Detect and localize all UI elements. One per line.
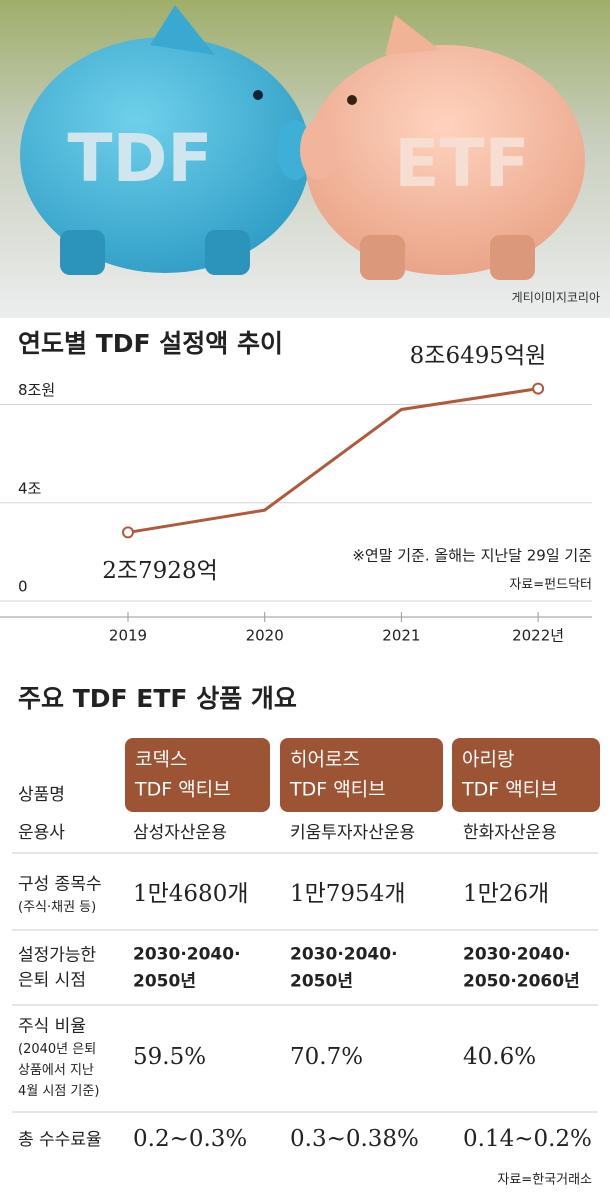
column-header-text: 코덱스 — [135, 749, 187, 771]
y-tick-label: 0 — [18, 578, 28, 596]
cell: 1만7954개 — [290, 881, 406, 907]
pig-label: ETF — [394, 125, 529, 202]
row-label: 운용사 — [18, 823, 65, 843]
row-label: (2040년 은퇴 — [18, 1042, 96, 1057]
column-header — [280, 738, 443, 812]
column-header-text: TDF 액티브 — [461, 779, 558, 801]
row-label: 구성 종목수 — [18, 875, 102, 895]
cell: 2030·2040· — [133, 945, 241, 965]
line — [127, 387, 539, 534]
photo: TDF ETF 게티이미지코리아 — [0, 0, 610, 318]
table-title: 주요 TDF ETF 상품 개요 — [18, 684, 297, 713]
row-label: 은퇴 시점 — [18, 971, 86, 991]
column-header-text: 히어로즈 — [290, 749, 360, 771]
row-label: 상품에서 지난 — [18, 1063, 94, 1078]
pig-label: TDF — [68, 120, 213, 197]
source: 자료=한국거래소 — [497, 1173, 592, 1188]
annotation: 자료=펀드닥터 — [509, 578, 592, 593]
column-header-text: TDF 액티브 — [134, 779, 231, 801]
cell: 70.7% — [290, 1044, 363, 1070]
point — [122, 526, 134, 539]
x-tick-label: 2019 — [109, 627, 147, 645]
x-tick-label: 2022년 — [512, 627, 564, 645]
annotation: ※연말 기준. 올해는 지난달 29일 기준 — [352, 547, 592, 565]
row-label: 주식 비율 — [18, 1017, 86, 1037]
value-label: 8조6495억원 — [410, 343, 547, 369]
row-label: 설정가능한 — [18, 946, 97, 966]
column-header — [452, 738, 600, 812]
cell: 2050년 — [133, 972, 196, 992]
cell: 0.2~0.3% — [133, 1126, 247, 1152]
cell: 2050년 — [290, 972, 353, 992]
x-tick-label: 2020 — [246, 627, 284, 645]
cell: 2050·2060년 — [463, 972, 580, 992]
y-tick-label: 8조원 — [18, 381, 55, 399]
y-tick-label: 4조 — [18, 479, 42, 497]
cell: 삼성자산운용 — [133, 823, 227, 843]
value-label: 2조7928억 — [102, 558, 218, 584]
column-header-text: TDF 액티브 — [289, 779, 386, 801]
chart-title: 연도별 TDF 설정액 추이 — [18, 329, 283, 358]
column-header — [125, 738, 270, 812]
row-label: 4월 시점 기준) — [18, 1084, 99, 1099]
photo-credit: 게티이미지코리아 — [512, 291, 600, 305]
cell: 1만26개 — [463, 881, 549, 907]
pink-pig — [300, 15, 585, 280]
cell: 2030·2040· — [290, 945, 398, 965]
row-label: (주식·채권 등) — [18, 900, 96, 915]
x-tick-label: 2021 — [382, 627, 420, 645]
chart: 0 4조 8조원 2019 2020 2021 2022년 2조7928억 8조6495억원 ※연… — [0, 343, 592, 645]
cell: 40.6% — [463, 1044, 536, 1070]
cell: 59.5% — [133, 1044, 206, 1070]
column-header-text: 아리랑 — [462, 749, 514, 771]
cell: 키움투자자산운용 — [290, 823, 415, 843]
row-label: 총 수수료율 — [18, 1130, 102, 1150]
cell: 0.3~0.38% — [290, 1126, 419, 1152]
header-label: 상품명 — [18, 785, 65, 805]
cell: 0.14~0.2% — [463, 1126, 592, 1152]
cell: 1만4680개 — [133, 881, 249, 907]
cell: 2030·2040· — [463, 945, 571, 965]
point — [532, 382, 545, 395]
cell: 한화자산운용 — [463, 823, 557, 843]
